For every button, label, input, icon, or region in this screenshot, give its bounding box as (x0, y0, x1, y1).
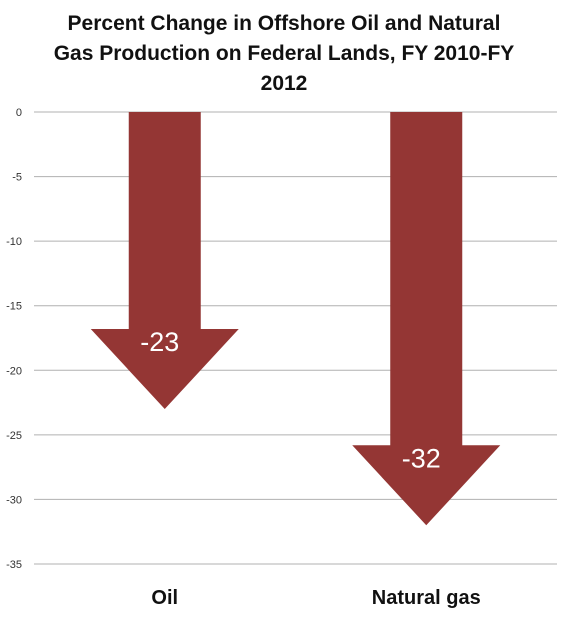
y-tick-label: -10 (6, 236, 22, 248)
y-tick-label: -20 (6, 365, 22, 377)
category-labels: Oil Natural gas (151, 587, 480, 609)
y-tick-label: 0 (16, 107, 22, 119)
y-axis-ticks: 0 -5 -10 -15 -20 -25 -30 -35 (6, 107, 22, 571)
y-tick-label: -25 (6, 430, 22, 442)
y-tick-label: -5 (12, 172, 22, 184)
arrow-bars (90, 112, 501, 526)
chart-title-line-3: 2012 (261, 72, 308, 95)
data-labels: -23 -32 (140, 327, 441, 473)
data-label: -23 (140, 327, 179, 357)
gridlines (34, 111, 557, 565)
y-tick-label: -35 (6, 559, 22, 571)
category-label: Oil (151, 587, 178, 609)
chart-title-line-2: Gas Production on Federal Lands, FY 2010… (54, 42, 515, 65)
chart-title-line-1: Percent Change in Offshore Oil and Natur… (68, 12, 501, 35)
y-tick-label: -15 (6, 301, 22, 313)
arrow-bar (352, 112, 501, 526)
data-label: -32 (402, 443, 441, 473)
y-tick-label: -30 (6, 494, 22, 506)
category-label: Natural gas (372, 587, 481, 609)
arrow-bar (90, 112, 239, 410)
chart-title: Percent Change in Offshore Oil and Natur… (54, 12, 515, 95)
